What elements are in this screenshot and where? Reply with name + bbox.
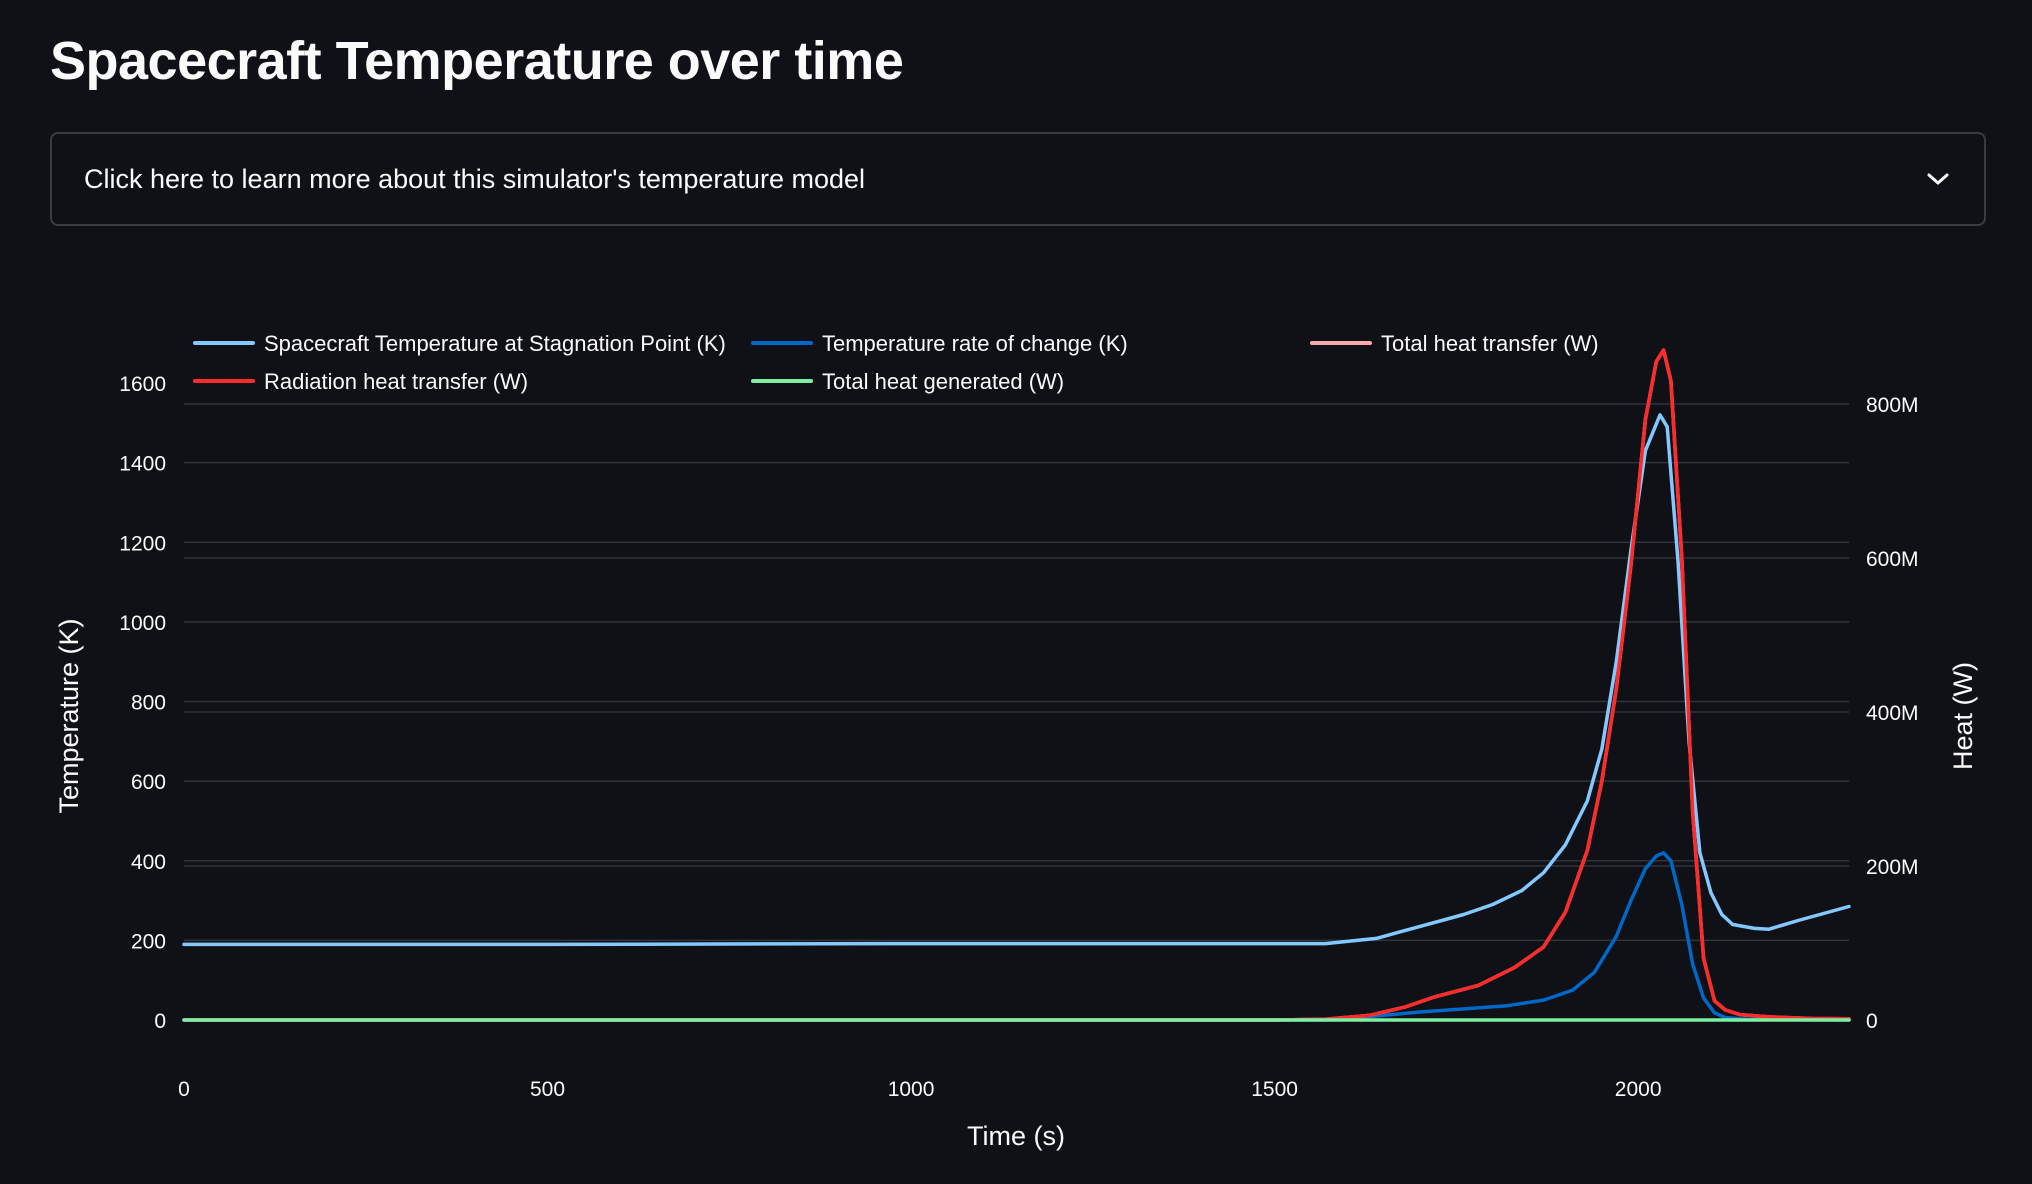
legend-label: Total heat generated (W) [822, 369, 1064, 394]
legend: Spacecraft Temperature at Stagnation Poi… [193, 331, 1599, 394]
y-left-tick-label: 600 [131, 771, 166, 794]
legend-item-2[interactable]: Total heat transfer (W) [1310, 331, 1599, 356]
legend-item-4[interactable]: Total heat generated (W) [751, 369, 1064, 394]
axes: 0 200 400 600 800 1000 1200 1400 1600 0 200M 400M 60… [119, 373, 1918, 1101]
legend-label: Radiation heat transfer (W) [264, 369, 528, 394]
model-info-expander[interactable]: Click here to learn more about this simu… [50, 132, 1986, 226]
series-lines [182, 348, 1851, 1022]
x-tick-label: 0 [178, 1078, 190, 1101]
y-axis-right-label: Heat (W) [1948, 662, 1978, 770]
y-left-tick-label: 1400 [119, 453, 166, 476]
chevron-down-icon[interactable] [1924, 165, 1952, 193]
series-line-1 [182, 851, 1851, 1022]
y-right-tick-label: 600M [1866, 548, 1919, 571]
x-tick-label: 500 [530, 1078, 565, 1101]
y-right-tick-label: 800M [1866, 394, 1919, 417]
y-left-tick-label: 1000 [119, 612, 166, 635]
legend-label: Temperature rate of change (K) [822, 331, 1128, 356]
x-tick-label: 1000 [888, 1078, 935, 1101]
y-right-tick-label: 200M [1866, 856, 1919, 879]
y-left-tick-label: 1600 [119, 373, 166, 396]
x-tick-label: 1500 [1251, 1078, 1298, 1101]
y-left-tick-label: 0 [154, 1010, 166, 1033]
x-tick-label: 2000 [1615, 1078, 1662, 1101]
legend-item-1[interactable]: Temperature rate of change (K) [751, 331, 1128, 356]
legend-label: Total heat transfer (W) [1381, 331, 1599, 356]
series-line-0 [182, 413, 1851, 947]
y-left-tick-label: 1200 [119, 532, 166, 555]
legend-item-0[interactable]: Spacecraft Temperature at Stagnation Poi… [193, 331, 726, 356]
y-left-tick-label: 400 [131, 851, 166, 874]
y-right-tick-label: 0 [1866, 1010, 1878, 1033]
y-axis-left-label: Temperature (K) [54, 618, 84, 813]
series-line-3 [182, 348, 1851, 1022]
legend-item-3[interactable]: Radiation heat transfer (W) [193, 369, 528, 394]
y-left-tick-label: 800 [131, 692, 166, 715]
grid-lines [184, 403, 1849, 942]
x-axis-label: Time (s) [967, 1121, 1065, 1151]
page-title: Spacecraft Temperature over time [50, 31, 904, 91]
legend-label: Spacecraft Temperature at Stagnation Poi… [264, 331, 726, 356]
expander-label: Click here to learn more about this simu… [84, 163, 865, 194]
y-left-tick-label: 200 [131, 930, 166, 953]
series-line-2 [182, 348, 1851, 1022]
y-right-tick-label: 400M [1866, 702, 1919, 725]
